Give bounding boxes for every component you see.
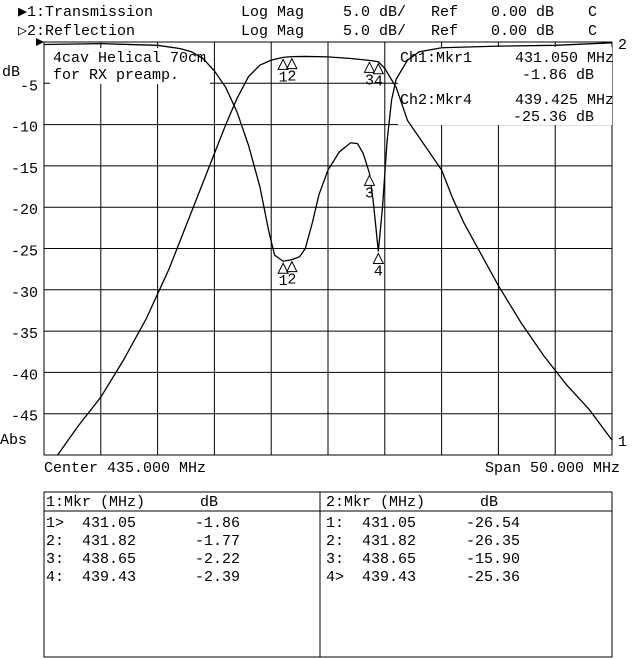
table-cell: -15.90 bbox=[466, 551, 520, 568]
table-cell: 431.05 bbox=[82, 515, 136, 532]
readout-label: Ch2:Mkr4 bbox=[400, 92, 472, 109]
table-cell: -26.35 bbox=[466, 533, 520, 550]
y-tick-label: -30 bbox=[11, 285, 38, 302]
marker bbox=[277, 58, 289, 70]
readout-freq: 431.050 MHz bbox=[515, 50, 614, 67]
table-cell: 1: bbox=[326, 515, 344, 532]
trace-end-label: 1 bbox=[618, 434, 627, 451]
y-tick-label: -25 bbox=[11, 243, 38, 260]
header-text: Ref bbox=[431, 23, 458, 40]
table-cell: 438.65 bbox=[362, 551, 416, 568]
table-cell: -1.86 bbox=[195, 515, 240, 532]
readout-bg bbox=[398, 47, 612, 125]
table-header: dB bbox=[480, 494, 498, 511]
marker-label: 1 bbox=[279, 69, 288, 86]
marker bbox=[363, 174, 376, 186]
marker bbox=[363, 61, 376, 73]
y-tick-label: -10 bbox=[11, 120, 38, 137]
ref-arrow bbox=[36, 38, 44, 46]
trace bbox=[57, 55, 613, 456]
table-cell: 2: bbox=[326, 533, 344, 550]
header-text: Log Mag bbox=[241, 4, 304, 21]
marker-label: 2 bbox=[287, 272, 296, 289]
table-header: dB bbox=[200, 494, 218, 511]
marker-label: 4 bbox=[374, 74, 383, 91]
y-bottom-label: Abs bbox=[0, 432, 27, 449]
y-axis-label: dB bbox=[2, 64, 20, 81]
marker bbox=[277, 262, 289, 274]
marker bbox=[286, 57, 298, 70]
marker-label: 3 bbox=[365, 72, 374, 89]
table-cell: 3: bbox=[46, 551, 64, 568]
annotation-bg bbox=[50, 48, 210, 84]
header-text: 0.00 dB bbox=[491, 23, 554, 40]
header-text: 0.00 dB bbox=[491, 4, 554, 21]
marker-label: 1 bbox=[279, 273, 288, 290]
table-cell: -25.36 bbox=[466, 569, 520, 586]
header-text: ▷2:Reflection bbox=[18, 23, 135, 40]
y-tick-label: -45 bbox=[11, 409, 38, 426]
trace bbox=[43, 42, 613, 262]
marker bbox=[286, 260, 298, 273]
header-text: ▶1:Transmission bbox=[18, 4, 153, 21]
header-text: 5.0 dB/ bbox=[343, 4, 406, 21]
table-cell: 4> bbox=[326, 569, 344, 586]
y-tick-label: -15 bbox=[11, 161, 38, 178]
y-tick-label: -20 bbox=[11, 202, 38, 219]
header-text: Ref bbox=[431, 4, 458, 21]
annotation: for RX preamp. bbox=[53, 67, 179, 84]
marker-label: 3 bbox=[365, 185, 374, 202]
table-cell: 431.82 bbox=[362, 533, 416, 550]
marker-label: 2 bbox=[287, 69, 296, 86]
table-cell: 431.05 bbox=[362, 515, 416, 532]
marker bbox=[372, 62, 385, 75]
header-text: Log Mag bbox=[241, 23, 304, 40]
y-tick-label: -40 bbox=[11, 367, 38, 384]
table-cell: 439.43 bbox=[362, 569, 416, 586]
header-text: C bbox=[588, 4, 597, 21]
table-frame bbox=[43, 491, 613, 658]
table-cell: 3: bbox=[326, 551, 344, 568]
trace-end-label: 2 bbox=[618, 37, 627, 54]
table-cell: -2.39 bbox=[195, 569, 240, 586]
marker-label: 4 bbox=[374, 263, 383, 280]
table-cell: 2: bbox=[46, 533, 64, 550]
table-header: 2:Mkr (MHz) bbox=[326, 494, 425, 511]
table-cell: 439.43 bbox=[82, 569, 136, 586]
readout-value: -25.36 dB bbox=[513, 109, 594, 126]
readout-label: Ch1:Mkr1 bbox=[400, 50, 472, 67]
table-cell: -2.22 bbox=[195, 551, 240, 568]
header-text: 5.0 dB/ bbox=[343, 23, 406, 40]
marker bbox=[372, 252, 385, 264]
y-tick-label: -35 bbox=[11, 326, 38, 343]
readout-freq: 439.425 MHz bbox=[515, 92, 614, 109]
annotation: 4cav Helical 70cm bbox=[53, 50, 206, 67]
header-text: C bbox=[588, 23, 597, 40]
table-cell: -26.54 bbox=[466, 515, 520, 532]
table-cell: 431.82 bbox=[82, 533, 136, 550]
table-cell: 1> bbox=[46, 515, 64, 532]
table-cell: 438.65 bbox=[82, 551, 136, 568]
table-header: 1:Mkr (MHz) bbox=[46, 494, 145, 511]
y-tick-label: -5 bbox=[20, 78, 38, 95]
table-cell: -1.77 bbox=[195, 533, 240, 550]
table-cell: 4: bbox=[46, 569, 64, 586]
readout-value: -1.86 dB bbox=[522, 67, 594, 84]
center-label: Center 435.000 MHz bbox=[44, 460, 206, 477]
span-label: Span 50.000 MHz bbox=[485, 460, 620, 477]
